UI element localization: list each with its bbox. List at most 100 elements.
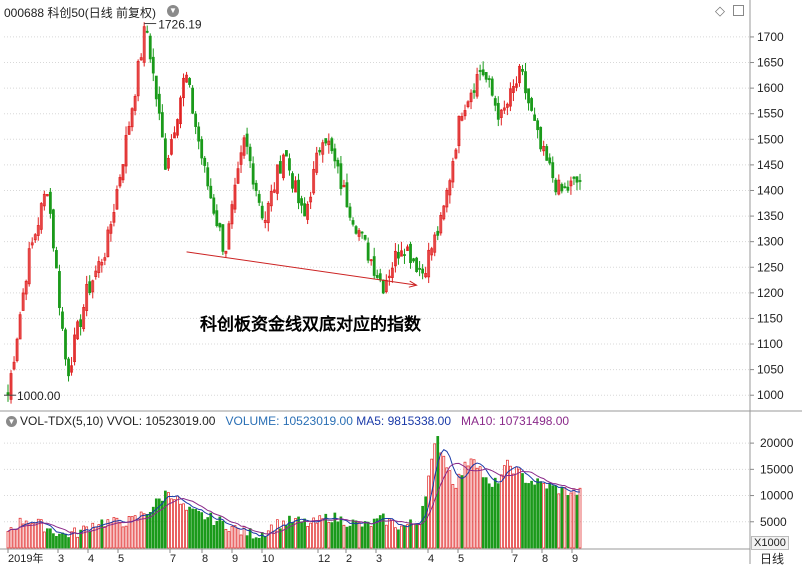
volume-value: VOLUME: 10523019.00 [225, 414, 353, 428]
x-tick-label: 10 [262, 553, 274, 564]
volume-bar [418, 524, 421, 549]
candle-body [363, 235, 367, 240]
volume-bar [18, 517, 22, 549]
volume-bar [136, 518, 140, 549]
candle-body [55, 250, 58, 269]
volume-bar [463, 461, 467, 549]
candle-body [360, 231, 364, 234]
chart-title: 000688 科创50(日线 前复权) [4, 6, 157, 20]
volume-unit-label: X1000 [751, 536, 789, 550]
candle-body [442, 205, 446, 220]
candle-body [242, 137, 246, 156]
volume-bar [245, 535, 249, 549]
candle-body [496, 102, 500, 120]
volume-bar [160, 500, 164, 549]
volume-bar [439, 452, 443, 549]
volume-bar [157, 498, 161, 549]
volume-bar [448, 470, 452, 549]
volume-bar [454, 487, 458, 549]
candle-body [248, 146, 252, 162]
candle-body [124, 135, 128, 167]
volume-bar [499, 474, 503, 549]
candle-body [566, 186, 570, 191]
candle-body [136, 60, 140, 97]
candle-body [560, 184, 564, 192]
volume-bar [336, 521, 340, 549]
candle-body [487, 78, 491, 81]
diamond-icon[interactable]: ◇ [715, 3, 725, 18]
candle-body [502, 107, 506, 111]
candle-body [64, 329, 67, 360]
candle-body [427, 249, 431, 278]
window-icon[interactable] [733, 5, 744, 16]
volume-bar [15, 528, 19, 549]
candle-body [203, 157, 207, 166]
candle-body [36, 225, 40, 236]
volume-bar [145, 513, 149, 549]
volume-bar [515, 466, 518, 549]
volume-bar [490, 486, 494, 549]
candle-body [472, 90, 476, 93]
candle-body [469, 92, 473, 103]
candle-body [39, 203, 43, 230]
volume-bar [548, 483, 552, 549]
candle-body [233, 184, 237, 210]
volume-bar [312, 517, 316, 549]
candle-body [548, 157, 552, 164]
volume-bar [430, 458, 434, 549]
volume-bar [67, 537, 70, 549]
candle-body [300, 198, 303, 206]
period-label[interactable]: 日线 [760, 552, 785, 566]
candle-body [27, 248, 31, 285]
volume-bar [194, 509, 197, 549]
price-tick-label: 1000 [757, 388, 784, 402]
volume-bar [318, 515, 322, 549]
price-tick-label: 1300 [757, 235, 784, 249]
candle-body [303, 203, 306, 217]
candle-body [533, 114, 537, 121]
candle-body [133, 96, 137, 111]
candle-body [439, 214, 443, 234]
volume-bar [173, 499, 176, 549]
volume-bar [85, 526, 89, 549]
volume-bar [151, 506, 155, 549]
volume-bar [130, 516, 134, 549]
candle-body [454, 149, 458, 159]
candle-body [173, 132, 176, 139]
candle-body [91, 280, 95, 293]
volume-bar [218, 516, 222, 549]
candle-body [342, 184, 346, 188]
candle-body [239, 152, 243, 165]
volume-bar [185, 509, 188, 549]
volume-dropdown-icon[interactable]: ▼ [6, 416, 17, 427]
candle-body [351, 220, 355, 225]
volume-bar [91, 522, 95, 549]
candle-body [508, 88, 512, 107]
candle-body [521, 68, 524, 72]
candle-body [575, 176, 579, 183]
candle-body [251, 163, 255, 185]
candle-body [115, 189, 119, 210]
volume-bar [236, 528, 240, 549]
candle-body [387, 275, 391, 279]
candle-body [424, 273, 428, 278]
candle-body [21, 292, 25, 311]
volume-bar [203, 519, 207, 549]
candle-body [572, 176, 576, 179]
volume-bar [554, 485, 558, 549]
candle-body [260, 205, 264, 219]
price-tick-label: 1400 [757, 183, 784, 197]
candle-body [333, 148, 337, 162]
candle-body [42, 193, 46, 207]
volume-bar [269, 524, 273, 549]
volume-bar [451, 484, 455, 549]
volume-bar [106, 519, 110, 549]
volume-bar [309, 522, 312, 549]
chevron-down-icon[interactable]: ▼ [167, 5, 179, 17]
price-tick-label: 1550 [757, 107, 784, 121]
volume-bar [294, 518, 297, 549]
candle-body [378, 273, 382, 281]
volume-bar [206, 517, 210, 549]
candle-body [294, 180, 297, 193]
